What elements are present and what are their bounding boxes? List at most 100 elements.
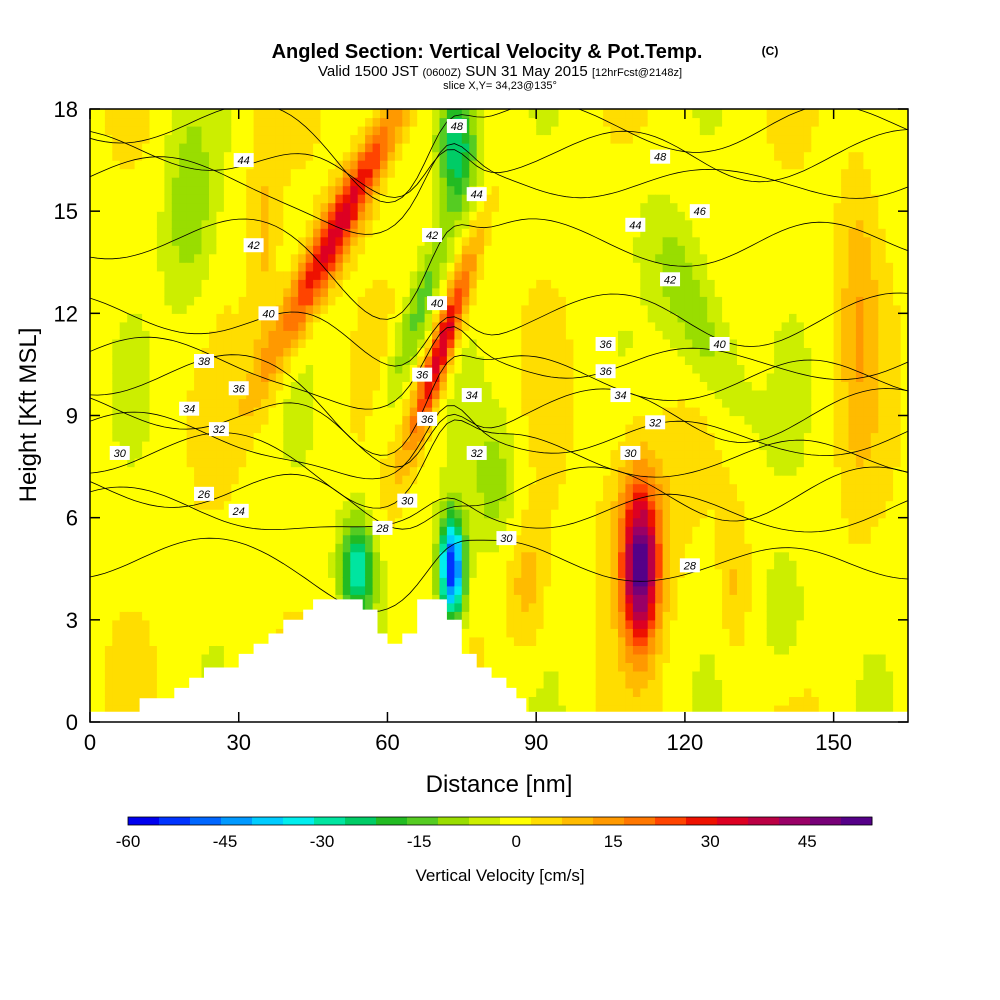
velocity-cell <box>261 560 269 570</box>
velocity-cell <box>446 390 455 400</box>
velocity-cell <box>588 381 597 391</box>
velocity-cell <box>372 602 381 612</box>
velocity-cell <box>439 577 448 587</box>
velocity-cell <box>119 483 128 493</box>
velocity-cell <box>506 619 515 629</box>
velocity-cell <box>216 185 225 195</box>
velocity-cell <box>536 407 545 417</box>
velocity-cell <box>104 151 113 161</box>
velocity-cell <box>580 253 589 263</box>
velocity-cell <box>491 543 500 553</box>
velocity-cell <box>216 526 225 536</box>
velocity-cell <box>194 526 203 536</box>
velocity-cell <box>104 475 113 485</box>
velocity-cell <box>543 432 552 442</box>
velocity-cell <box>201 585 210 595</box>
velocity-cell <box>402 253 411 263</box>
velocity-cell <box>551 347 560 357</box>
velocity-cell <box>90 687 98 697</box>
velocity-cell <box>149 313 158 323</box>
velocity-cell <box>127 534 136 544</box>
velocity-cell <box>216 483 225 493</box>
velocity-cell <box>156 262 165 272</box>
velocity-cell <box>246 355 255 365</box>
velocity-cell <box>90 228 98 238</box>
velocity-cell <box>476 560 485 570</box>
velocity-cell <box>402 398 411 408</box>
velocity-cell <box>90 492 98 502</box>
velocity-cell <box>119 245 128 255</box>
velocity-cell <box>446 441 455 451</box>
velocity-cell <box>365 211 374 221</box>
velocity-cell <box>90 568 98 578</box>
velocity-cell <box>209 560 217 570</box>
velocity-cell <box>90 577 98 587</box>
velocity-cell <box>194 228 203 238</box>
velocity-cell <box>394 330 403 340</box>
velocity-cell <box>595 679 604 689</box>
velocity-cell <box>261 177 269 187</box>
velocity-cell <box>149 645 158 655</box>
velocity-cell <box>439 432 448 442</box>
velocity-cell <box>402 432 411 442</box>
velocity-cell <box>275 151 284 161</box>
velocity-cell <box>223 475 232 485</box>
velocity-cell <box>142 355 151 365</box>
velocity-cell <box>394 364 403 374</box>
velocity-cell <box>357 475 366 485</box>
velocity-cell <box>595 492 604 502</box>
velocity-cell <box>112 168 121 178</box>
velocity-cell <box>194 109 203 119</box>
velocity-cell <box>90 594 98 604</box>
velocity-cell <box>491 636 500 646</box>
velocity-cell <box>246 143 255 153</box>
velocity-cell <box>476 441 485 451</box>
velocity-cell <box>536 381 545 391</box>
velocity-cell <box>328 304 336 314</box>
velocity-cell <box>461 449 470 459</box>
velocity-cell <box>424 543 433 553</box>
velocity-cell <box>253 458 262 468</box>
velocity-cell <box>439 407 448 417</box>
velocity-cell <box>223 151 232 161</box>
velocity-cell <box>112 662 121 672</box>
velocity-cell <box>298 287 307 297</box>
velocity-cell <box>201 415 210 425</box>
velocity-cell <box>365 509 374 519</box>
velocity-cell <box>417 424 426 434</box>
velocity-cell <box>424 551 433 561</box>
velocity-cell <box>573 185 582 195</box>
velocity-cell <box>491 381 500 391</box>
velocity-cell <box>424 577 433 587</box>
velocity-cell <box>551 134 560 144</box>
velocity-cell <box>565 364 574 374</box>
velocity-cell <box>543 355 552 365</box>
velocity-cell <box>506 236 515 246</box>
velocity-cell <box>223 577 232 587</box>
velocity-cell <box>238 466 247 476</box>
velocity-cell <box>446 143 455 153</box>
velocity-cell <box>216 619 225 629</box>
velocity-cell <box>246 194 255 204</box>
velocity-cell <box>298 543 307 553</box>
velocity-cell <box>313 321 322 331</box>
velocity-cell <box>558 381 567 391</box>
velocity-cell <box>209 475 217 485</box>
velocity-cell <box>558 645 567 655</box>
velocity-cell <box>127 270 136 280</box>
velocity-cell <box>216 245 225 255</box>
velocity-cell <box>573 287 582 297</box>
velocity-cell <box>275 390 284 400</box>
velocity-cell <box>536 398 545 408</box>
velocity-cell <box>536 594 545 604</box>
velocity-cell <box>580 432 589 442</box>
velocity-cell <box>551 432 560 442</box>
velocity-cell <box>171 407 180 417</box>
velocity-cell <box>201 381 210 391</box>
velocity-cell <box>350 245 359 255</box>
velocity-cell <box>446 381 455 391</box>
velocity-cell <box>439 594 448 604</box>
velocity-cell <box>372 424 381 434</box>
velocity-cell <box>387 500 396 510</box>
velocity-cell <box>179 475 188 485</box>
